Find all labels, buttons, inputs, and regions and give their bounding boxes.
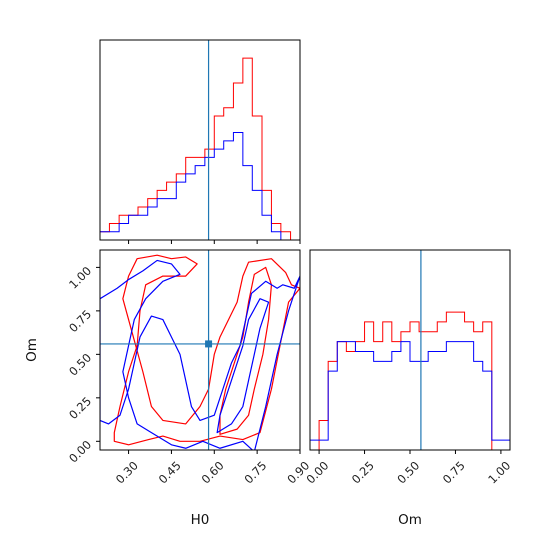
om-marginal-panel: 0.00 0.25 0.50 0.75 1.00 Om <box>303 249 513 528</box>
joint-xtick-label-2: 0.60 <box>199 458 227 486</box>
joint-ytick-label-3: 0.75 <box>66 307 94 335</box>
h0-marginal-panel <box>99 39 301 244</box>
right-xtick-label-3: 0.75 <box>440 458 468 486</box>
contour-series-0-level-1 <box>219 266 273 435</box>
joint-contour-panel: 0.30 0.45 0.60 0.75 0.900.000.250.500.751.00… <box>24 249 312 528</box>
h0-hist-series-0 <box>99 57 300 241</box>
om-hist-series-1 <box>309 341 511 450</box>
h0-hist-series-1 <box>99 132 300 241</box>
contour-series-1-level-1 <box>216 298 270 434</box>
right-xtick-label-0: 0.00 <box>303 458 331 486</box>
right-xtick-label-4: 1.00 <box>485 458 513 486</box>
right-xtick-label-1: 0.25 <box>349 458 377 486</box>
om-axis-label: Om <box>24 338 40 362</box>
contour-series-1-level-0 <box>100 259 300 450</box>
joint-ytick-label-0: 0.00 <box>66 438 94 466</box>
joint-xtick-label-3: 0.75 <box>241 458 269 486</box>
joint-contours-group <box>100 254 300 450</box>
joint-frame <box>99 249 301 451</box>
om-x-axis-label: Om <box>398 512 422 528</box>
joint-truth-marker <box>205 340 213 348</box>
joint-ytick-label-2: 0.50 <box>66 351 94 379</box>
joint-ytick-label-1: 0.25 <box>66 394 94 422</box>
right-xtick-label-2: 0.50 <box>394 458 422 486</box>
joint-xtick-label-0: 0.30 <box>113 458 141 486</box>
h0-axis-label: H0 <box>191 512 210 528</box>
h0-marginal-frame <box>99 39 301 241</box>
om-hist-series-0 <box>310 311 510 451</box>
joint-ytick-label-4: 1.00 <box>66 264 94 292</box>
contour-series-0-level-0 <box>113 254 300 446</box>
joint-xtick-label-1: 0.45 <box>156 458 184 486</box>
